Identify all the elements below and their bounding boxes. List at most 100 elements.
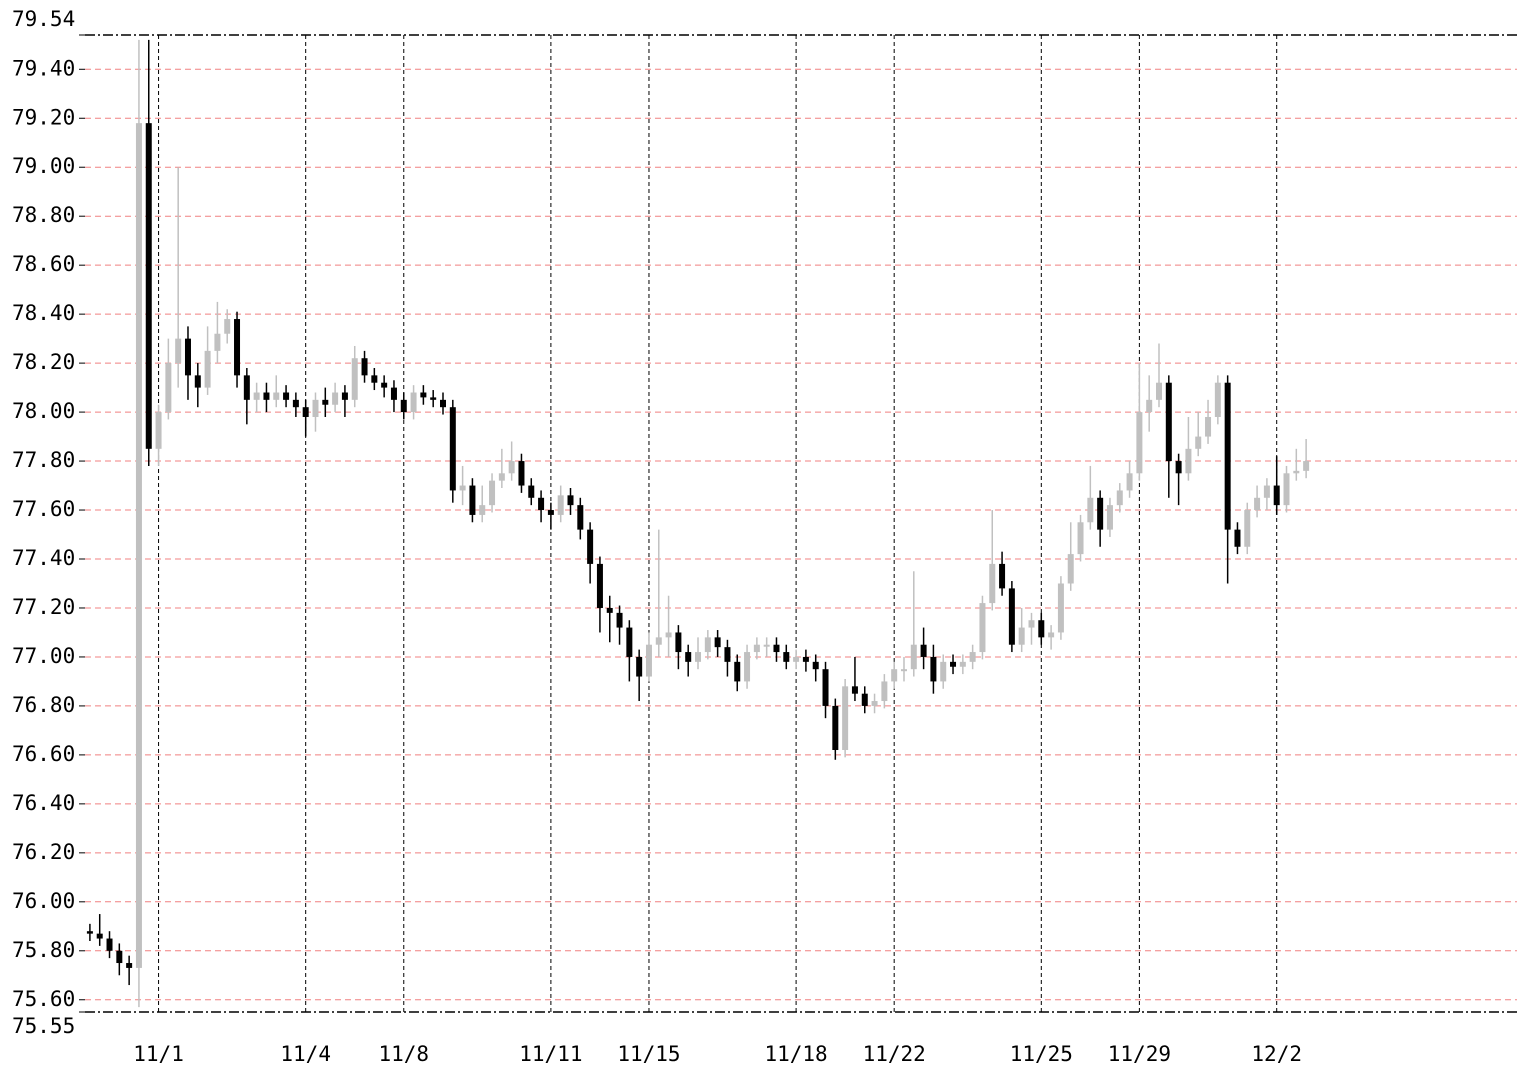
candle-body: [861, 693, 868, 706]
candle-body: [224, 319, 231, 334]
candle-body: [1136, 412, 1143, 474]
candle-body: [1116, 490, 1123, 506]
candle-body: [665, 632, 672, 638]
candle-body: [1234, 529, 1241, 547]
x-tick-label: 11/29: [1108, 1042, 1171, 1066]
candle-body: [1273, 485, 1280, 506]
candle-body: [1146, 399, 1153, 413]
candle-body: [685, 652, 692, 662]
candle-body: [695, 652, 702, 662]
candle-body: [400, 399, 407, 413]
candle-body: [802, 656, 809, 662]
candle-body: [1244, 510, 1251, 547]
y-tick-label: 79.40: [12, 56, 75, 80]
x-tick-label: 11/8: [378, 1042, 429, 1066]
candle-body: [1283, 473, 1290, 506]
candle-body: [675, 632, 682, 653]
candle-body: [596, 563, 603, 608]
candle-body: [469, 485, 476, 515]
candle-body: [871, 701, 878, 706]
candle-body: [989, 563, 996, 604]
candle-body: [1195, 436, 1202, 449]
candle-body: [381, 382, 388, 388]
y-tick-label: 78.60: [12, 252, 75, 276]
y-tick-label: 79.54: [12, 7, 75, 31]
x-tick-label: 11/22: [863, 1042, 926, 1066]
y-tick-label: 76.00: [12, 889, 75, 913]
candle-body: [135, 123, 142, 968]
candle-body: [891, 669, 898, 682]
candle-body: [243, 375, 250, 400]
x-tick-label: 11/1: [133, 1042, 184, 1066]
candle-body: [1126, 473, 1133, 491]
candle-body: [430, 397, 437, 400]
candle-body: [449, 407, 456, 491]
y-tick-label: 78.80: [12, 203, 75, 227]
candle-body: [577, 505, 584, 530]
candle-body: [979, 603, 986, 653]
y-tick-label: 78.40: [12, 301, 75, 325]
y-tick-label: 76.80: [12, 693, 75, 717]
candle-body: [1175, 461, 1182, 474]
candle-body: [175, 338, 182, 364]
candle-body: [420, 392, 427, 398]
y-tick-label: 79.00: [12, 154, 75, 178]
candle-body: [538, 497, 545, 511]
candle-body: [1018, 627, 1025, 645]
x-tick-label: 12/2: [1251, 1042, 1302, 1066]
candle-body: [1205, 416, 1212, 437]
candle-body: [371, 375, 378, 383]
candle-body: [312, 399, 319, 417]
candle-body: [410, 392, 417, 413]
candle-body: [930, 656, 937, 682]
candle-body: [273, 392, 280, 400]
candle-body: [145, 123, 152, 449]
candle-body: [940, 661, 947, 682]
candle-body: [547, 510, 554, 515]
y-tick-label: 75.80: [12, 938, 75, 962]
candle-body: [479, 505, 486, 515]
x-tick-label: 11/15: [617, 1042, 680, 1066]
candle-body: [263, 392, 270, 400]
candle-body: [106, 938, 113, 951]
candle-body: [1057, 583, 1064, 633]
x-tick-label: 11/11: [519, 1042, 582, 1066]
y-tick-label: 76.40: [12, 791, 75, 815]
candle-body: [616, 612, 623, 628]
candle-body: [734, 661, 741, 682]
candle-body: [86, 931, 93, 934]
candle-body: [881, 681, 888, 702]
candle-body: [812, 661, 819, 670]
candle-body: [1224, 382, 1231, 530]
y-tick-label: 77.00: [12, 644, 75, 668]
candle-body: [950, 661, 957, 667]
y-tick-label: 75.55: [12, 1014, 75, 1038]
candle-body: [253, 392, 260, 400]
candle-body: [655, 637, 662, 645]
candle-body: [96, 933, 103, 939]
candle-body: [773, 644, 780, 653]
candle-body: [116, 950, 123, 964]
candle-body: [724, 647, 731, 662]
candle-body: [302, 407, 309, 417]
candle-body: [626, 627, 633, 657]
candle-body: [498, 473, 505, 481]
candle-body: [1214, 382, 1221, 417]
candle-body: [783, 652, 790, 662]
candle-body: [508, 461, 515, 474]
candle-body: [999, 563, 1006, 589]
candle-body: [528, 485, 535, 498]
candle-body: [1303, 461, 1310, 471]
y-tick-label: 75.60: [12, 987, 75, 1011]
candle-body: [959, 661, 966, 667]
candle-body: [606, 607, 613, 613]
candle-body: [1185, 448, 1192, 474]
y-tick-label: 77.20: [12, 595, 75, 619]
y-tick-label: 76.20: [12, 840, 75, 864]
candle-body: [969, 652, 976, 662]
candle-body: [322, 399, 329, 405]
candle-body: [793, 656, 800, 662]
candle-body: [636, 656, 643, 677]
